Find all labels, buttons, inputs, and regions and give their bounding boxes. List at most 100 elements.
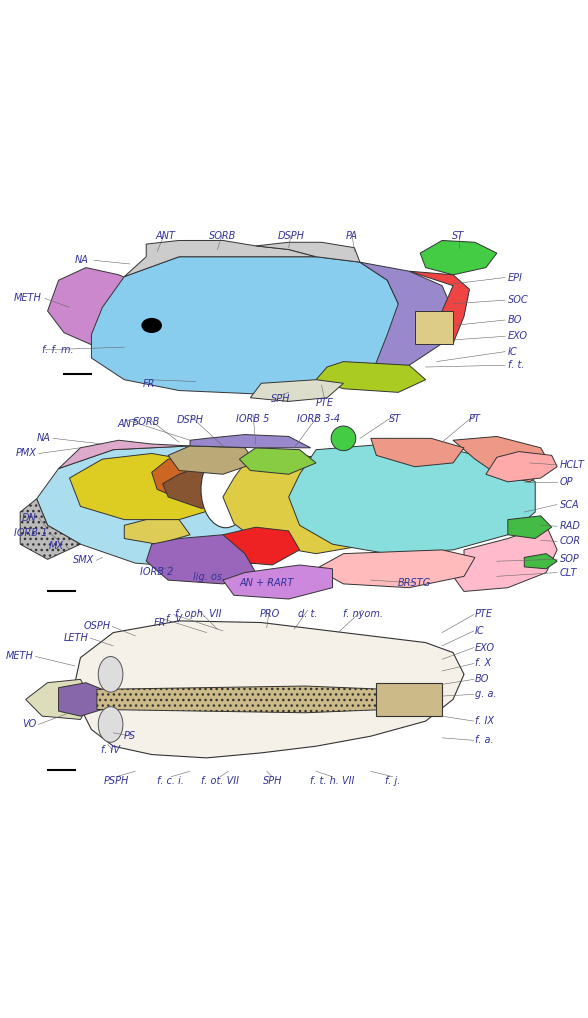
Text: f. V: f. V (166, 614, 182, 624)
Polygon shape (48, 268, 179, 352)
Text: BRSTG: BRSTG (398, 578, 432, 588)
Text: f. IX: f. IX (475, 716, 494, 726)
Text: EPI: EPI (508, 273, 523, 283)
Polygon shape (486, 452, 557, 482)
Text: EXO: EXO (475, 642, 495, 653)
Polygon shape (409, 271, 469, 343)
Text: f. c. i.: f. c. i. (158, 777, 185, 786)
Polygon shape (20, 499, 81, 559)
Text: PTE: PTE (475, 609, 493, 619)
Text: f. oph. VII: f. oph. VII (175, 609, 222, 619)
Text: g. a.: g. a. (475, 689, 497, 699)
Polygon shape (223, 565, 332, 599)
Polygon shape (190, 435, 310, 448)
Polygon shape (508, 516, 552, 539)
Text: IORB 1: IORB 1 (14, 528, 48, 538)
Text: EXO: EXO (508, 331, 528, 341)
Text: SOC: SOC (508, 295, 529, 305)
Ellipse shape (142, 319, 161, 332)
Polygon shape (124, 240, 316, 277)
Text: IORB 5: IORB 5 (236, 413, 270, 423)
Polygon shape (453, 525, 557, 591)
Text: OP: OP (560, 476, 573, 487)
Text: DSPH: DSPH (278, 231, 305, 241)
Text: BO: BO (508, 315, 522, 325)
Text: IC: IC (508, 347, 517, 356)
Text: lig. os.: lig. os. (193, 572, 225, 582)
Polygon shape (97, 686, 387, 713)
Polygon shape (376, 683, 442, 716)
Ellipse shape (331, 426, 356, 451)
Polygon shape (69, 453, 234, 519)
Text: ANT: ANT (117, 419, 137, 430)
Text: f. ot. VII: f. ot. VII (201, 777, 239, 786)
Text: SCA: SCA (560, 500, 580, 509)
Text: SPH: SPH (270, 394, 290, 404)
Polygon shape (91, 257, 409, 394)
Polygon shape (239, 448, 316, 474)
Ellipse shape (98, 657, 123, 692)
Text: f. a.: f. a. (475, 735, 493, 745)
Text: RAD: RAD (560, 521, 581, 531)
Text: IC: IC (475, 626, 485, 636)
Text: NA: NA (36, 434, 51, 444)
Polygon shape (371, 439, 464, 466)
Text: PTE: PTE (315, 398, 333, 408)
Text: SOP: SOP (560, 555, 580, 564)
Text: ANT: ANT (155, 231, 175, 241)
Text: f. f. m.: f. f. m. (42, 345, 74, 355)
Polygon shape (75, 621, 464, 757)
Text: SPH: SPH (262, 777, 282, 786)
Polygon shape (415, 310, 453, 343)
Polygon shape (250, 380, 343, 401)
Polygon shape (59, 683, 102, 716)
Text: PRO: PRO (259, 609, 280, 619)
Text: PT: PT (469, 413, 481, 423)
Text: METH: METH (6, 651, 34, 661)
Text: NA: NA (75, 256, 89, 266)
Text: PMX: PMX (16, 449, 36, 458)
Text: BO: BO (475, 674, 489, 684)
Polygon shape (168, 446, 256, 474)
Text: SORB: SORB (209, 231, 236, 241)
Text: AN + RART: AN + RART (239, 578, 294, 588)
Text: f. t. h. VII: f. t. h. VII (310, 777, 355, 786)
Text: DN: DN (22, 513, 36, 522)
Polygon shape (420, 240, 497, 275)
Text: MX: MX (49, 542, 64, 551)
Polygon shape (524, 554, 557, 569)
Polygon shape (26, 679, 91, 720)
Polygon shape (163, 463, 267, 508)
Text: FR: FR (143, 379, 155, 389)
Text: LETH: LETH (64, 632, 89, 642)
Text: f. X: f. X (475, 659, 491, 669)
Polygon shape (124, 519, 190, 545)
Polygon shape (146, 534, 256, 584)
Polygon shape (59, 440, 190, 468)
Text: OSPH: OSPH (83, 621, 111, 631)
Text: f. IV: f. IV (101, 744, 120, 754)
Text: d. t.: d. t. (298, 609, 318, 619)
Text: f. t.: f. t. (508, 360, 524, 371)
Text: METH: METH (14, 293, 42, 303)
Polygon shape (36, 446, 300, 569)
Text: PS: PS (123, 731, 136, 741)
Ellipse shape (98, 706, 123, 742)
Text: IORB 2: IORB 2 (141, 567, 174, 576)
Polygon shape (223, 455, 409, 554)
Text: ST: ST (389, 413, 402, 423)
Text: PSPH: PSPH (103, 777, 129, 786)
Ellipse shape (201, 451, 250, 527)
Polygon shape (152, 452, 267, 501)
Text: SORB: SORB (132, 416, 160, 427)
Text: COR: COR (560, 536, 581, 547)
Text: FR: FR (153, 618, 166, 627)
Polygon shape (289, 444, 535, 554)
Polygon shape (316, 550, 475, 587)
Text: ST: ST (452, 231, 465, 241)
Text: SMX: SMX (73, 555, 94, 565)
Text: IORB 3-4: IORB 3-4 (298, 413, 340, 423)
Text: CLT: CLT (560, 568, 577, 577)
Text: DSPH: DSPH (176, 414, 203, 425)
Polygon shape (453, 437, 552, 482)
